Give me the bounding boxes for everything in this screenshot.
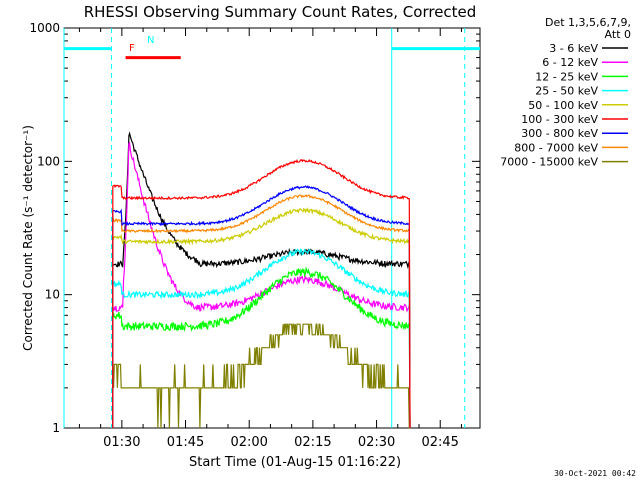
x-tick-label: 01:30 <box>103 435 140 450</box>
series-line-100-300keV <box>112 158 411 429</box>
night-markers <box>63 28 480 428</box>
legend-label: 3 - 6 keV <box>549 42 598 55</box>
y-tick-label: 1 <box>52 421 60 435</box>
legend-label: 50 - 100 keV <box>528 99 598 112</box>
chart-title: RHESSI Observing Summary Count Rates, Co… <box>84 3 477 21</box>
axis-ticks <box>64 28 480 429</box>
legend-header-2: Att 0 <box>605 28 631 41</box>
series-line-50-100keV <box>112 207 411 429</box>
x-tick-label: 02:45 <box>421 435 458 450</box>
x-tick-labels: 01:30 01:45 02:00 02:15 02:30 02:45 <box>103 435 459 450</box>
y-tick-labels: 1 10 100 1000 <box>29 21 60 435</box>
y-tick-label: 1000 <box>29 21 60 35</box>
flag-label-n: N <box>147 35 154 46</box>
series-line-800-7000keV <box>112 194 411 429</box>
legend-label: 12 - 25 keV <box>535 70 598 83</box>
series-line-25-50keV <box>112 248 411 429</box>
series-line-12-25keV <box>112 266 411 429</box>
series-line-3-6keV <box>112 131 411 429</box>
legend-header-1: Det 1,3,5,6,7,9, <box>545 16 631 29</box>
y-tick-label: 10 <box>45 288 60 302</box>
legend-label: 800 - 7000 keV <box>514 141 598 154</box>
plot-area: F N <box>63 27 481 429</box>
x-tick-label: 02:30 <box>358 435 395 450</box>
series-lines <box>112 131 411 429</box>
flag-label-f: F <box>129 43 135 54</box>
y-tick-label: 100 <box>37 154 60 168</box>
x-tick-label: 02:15 <box>294 435 331 450</box>
series-line-7000-15000keV <box>112 323 410 429</box>
footer-timestamp: 30-Oct-2021 00:42 <box>554 469 636 478</box>
legend-label: 100 - 300 keV <box>521 113 598 126</box>
series-line-6-12keV <box>112 141 411 429</box>
legend-label: 25 - 50 keV <box>535 85 598 98</box>
flag-markers: F N <box>125 35 181 60</box>
series-line-300-800keV <box>112 185 411 429</box>
x-tick-label: 01:45 <box>167 435 204 450</box>
x-axis-label: Start Time (01-Aug-15 01:16:22) <box>189 455 401 470</box>
legend-label: 300 - 800 keV <box>521 127 598 140</box>
y-axis-label: Corrected Count Rate (s⁻¹ detector⁻¹) <box>21 125 35 351</box>
legend-label: 6 - 12 keV <box>542 56 598 69</box>
legend-label: 7000 - 15000 keV <box>500 156 598 169</box>
x-tick-label: 02:00 <box>230 435 267 450</box>
